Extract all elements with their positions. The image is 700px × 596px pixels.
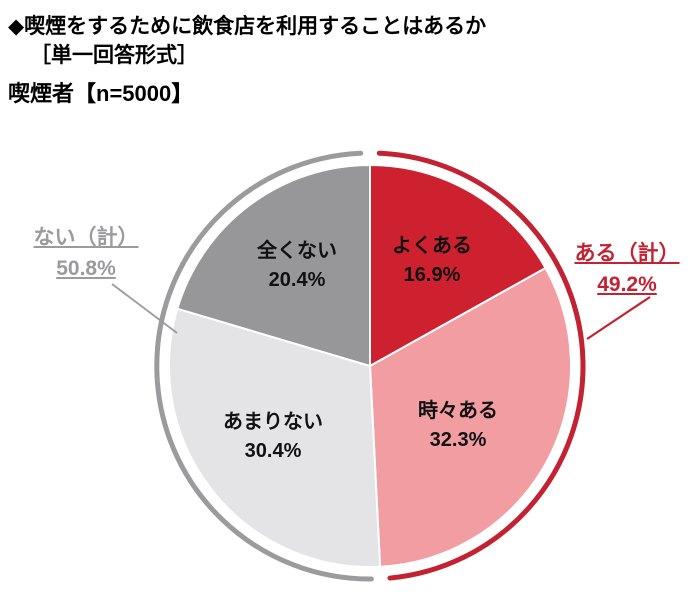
respondent-base: 喫煙者【n=5000】: [8, 81, 194, 106]
slice-value: 32.3%: [429, 429, 487, 451]
slice-value: 16.9%: [403, 264, 461, 286]
pie-slice-0: [369, 163, 547, 368]
leader-line-aru: [586, 296, 651, 340]
slice-label-tokidoki: 時々ある 32.3%: [418, 397, 498, 455]
aggregate-label-nai: ない（計） 50.8%: [34, 222, 139, 284]
slice-value: 20.4%: [268, 269, 326, 291]
chart-title: ◆喫煙をするために飲食店を利用することはあるか: [8, 15, 487, 38]
pie-slice-3: [176, 163, 371, 368]
aggregate-name: ない（計）: [33, 226, 139, 249]
slice-label-yokuaru: よくある 16.9%: [392, 232, 472, 290]
slice-value: 30.4%: [244, 440, 302, 462]
answer-format-note: ［単一回答形式］: [30, 44, 198, 67]
slice-category: よくある: [392, 235, 472, 257]
slice-label-amarinai: あまりない 30.4%: [223, 408, 323, 466]
aggregate-arc-0: [376, 150, 586, 581]
slice-category: あまりない: [223, 411, 323, 433]
aggregate-name: ある（計）: [574, 242, 680, 265]
pie-slice-2: [168, 307, 382, 568]
slice-category: 時々ある: [418, 400, 498, 422]
aggregate-arc-1: [154, 150, 374, 582]
slice-category: 全くない: [257, 240, 337, 262]
slice-label-mattakunai: 全くない 20.4%: [257, 237, 337, 295]
aggregate-value: 50.8%: [56, 257, 116, 280]
leader-line-nai: [111, 283, 178, 334]
aggregate-label-aru: ある（計） 49.2%: [575, 238, 680, 300]
aggregate-value: 49.2%: [597, 273, 657, 296]
pie-slice-1: [368, 266, 572, 568]
